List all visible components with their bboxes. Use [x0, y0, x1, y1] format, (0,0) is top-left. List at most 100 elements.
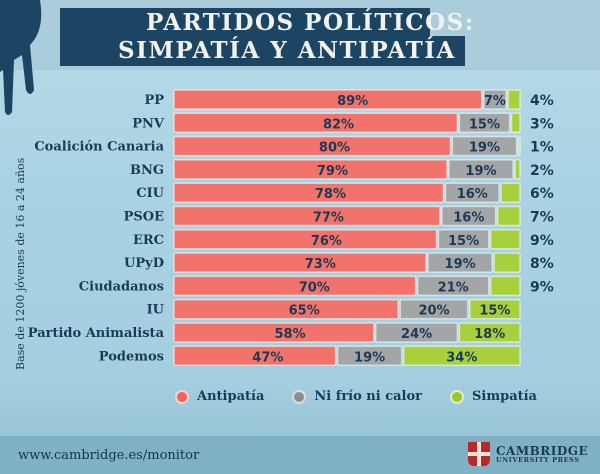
data-label: 15%	[469, 117, 500, 132]
bar-antipatia	[173, 345, 337, 367]
legend-label: Simpatía	[472, 389, 537, 404]
data-label: 65%	[289, 304, 320, 319]
data-label: 78%	[315, 187, 346, 202]
data-label: 79%	[317, 164, 348, 179]
data-label: 8%	[530, 256, 554, 272]
data-label: 16%	[457, 187, 488, 202]
shield-icon	[468, 442, 490, 466]
category-label: UPyD	[124, 256, 164, 271]
logo-line2: UNIVERSITY PRESS	[496, 455, 580, 464]
data-label: 19%	[354, 350, 385, 365]
title-background-2	[60, 36, 465, 66]
bar-simpatia	[510, 112, 521, 134]
bar-neutral	[399, 298, 469, 320]
website-link[interactable]: www.cambridge.es/monitor	[18, 448, 200, 463]
bar-antipatia	[173, 89, 483, 110]
bar-simpatia	[402, 345, 521, 367]
bar-neutral	[336, 345, 403, 367]
paint-splash-decoration	[0, 0, 42, 115]
legend-item-simpatia: Simpatía	[450, 389, 537, 404]
data-label: 58%	[275, 327, 306, 342]
category-label: PSOE	[124, 210, 164, 225]
bar-neutral	[416, 275, 490, 297]
bar-antipatia	[173, 182, 445, 203]
bar-simpatia	[493, 252, 521, 273]
legend-dot-gray-icon	[292, 389, 307, 404]
cambridge-logo: CAMBRIDGE UNIVERSITY PRESS	[468, 442, 588, 466]
bar-antipatia	[173, 298, 399, 320]
bar-antipatia	[173, 322, 375, 343]
bar-simpatia	[500, 182, 521, 203]
data-label: 9%	[530, 279, 554, 295]
data-label: 6%	[530, 186, 554, 202]
data-label: 20%	[418, 304, 449, 319]
data-label: 24%	[401, 327, 432, 342]
legend: Antipatía Ni frío ni calor Simpatía	[175, 389, 537, 404]
bar-antipatia	[173, 135, 452, 157]
legend-item-antipatia: Antipatía	[175, 389, 264, 404]
data-label: 73%	[305, 257, 336, 272]
data-label: 7%	[484, 94, 506, 109]
category-label: IU	[147, 303, 165, 318]
data-label: 19%	[465, 164, 496, 179]
data-label: 3%	[530, 116, 554, 132]
data-label: 15%	[448, 234, 479, 249]
data-label: 89%	[337, 94, 368, 109]
bar-neutral	[451, 135, 518, 157]
bar-simpatia	[514, 159, 521, 180]
category-label: CIU	[136, 186, 164, 201]
data-label: 77%	[313, 211, 344, 226]
legend-dot-green-icon	[450, 389, 465, 404]
bar-simpatia	[489, 229, 521, 250]
bar-antipatia	[173, 112, 459, 134]
footer-band	[0, 436, 600, 474]
data-label: 16%	[453, 211, 484, 226]
data-label: 82%	[323, 117, 354, 132]
chart-title-line1: PARTIDOS POLÍTICOS:	[146, 9, 475, 36]
category-label: PNV	[132, 116, 165, 131]
bar-simpatia	[469, 298, 521, 320]
bar-neutral	[375, 322, 459, 343]
data-label: 9%	[530, 233, 554, 249]
bar-simpatia	[517, 135, 521, 157]
bar-antipatia	[173, 229, 438, 250]
bar-antipatia	[173, 159, 448, 180]
category-label: Coalición Canaria	[34, 140, 164, 155]
data-label: 4%	[530, 93, 554, 109]
data-label: 21%	[438, 280, 469, 295]
bar-simpatia	[496, 205, 521, 227]
data-label: 70%	[299, 280, 330, 295]
bar-neutral	[458, 112, 511, 134]
bar-neutral	[427, 252, 493, 273]
bar-neutral	[448, 159, 514, 180]
data-label: 34%	[446, 350, 477, 365]
data-label: 7%	[530, 210, 554, 226]
data-label: 18%	[474, 327, 505, 342]
bar-neutral	[437, 229, 490, 250]
category-label: PP	[144, 93, 164, 108]
logo-line1: CAMBRIDGE	[496, 443, 589, 458]
data-label: 1%	[530, 140, 554, 156]
chart-title-line2: SIMPATÍA Y ANTIPATÍA	[118, 37, 456, 64]
legend-dot-red-icon	[175, 389, 189, 404]
category-label: Partido Animalista	[28, 326, 165, 341]
bar-simpatia	[507, 89, 521, 110]
data-label: 2%	[530, 163, 554, 179]
bar-antipatia	[173, 252, 427, 273]
bar-neutral	[482, 89, 507, 110]
bar-antipatia	[173, 275, 417, 297]
category-label: Podemos	[99, 349, 164, 364]
data-label: 19%	[445, 257, 476, 272]
category-label: Ciudadanos	[79, 279, 164, 294]
bar-neutral	[444, 182, 500, 203]
data-label: 76%	[311, 234, 342, 249]
legend-label: Antipatía	[197, 389, 265, 404]
bar-simpatia	[458, 322, 521, 343]
data-label: 80%	[319, 141, 350, 156]
data-label: 15%	[479, 304, 510, 319]
category-label: BNG	[130, 163, 164, 178]
bar-antipatia	[173, 205, 441, 227]
legend-label: Ni frío ni calor	[314, 389, 423, 404]
title-background-1	[60, 8, 430, 36]
category-label: ERC	[133, 233, 164, 248]
